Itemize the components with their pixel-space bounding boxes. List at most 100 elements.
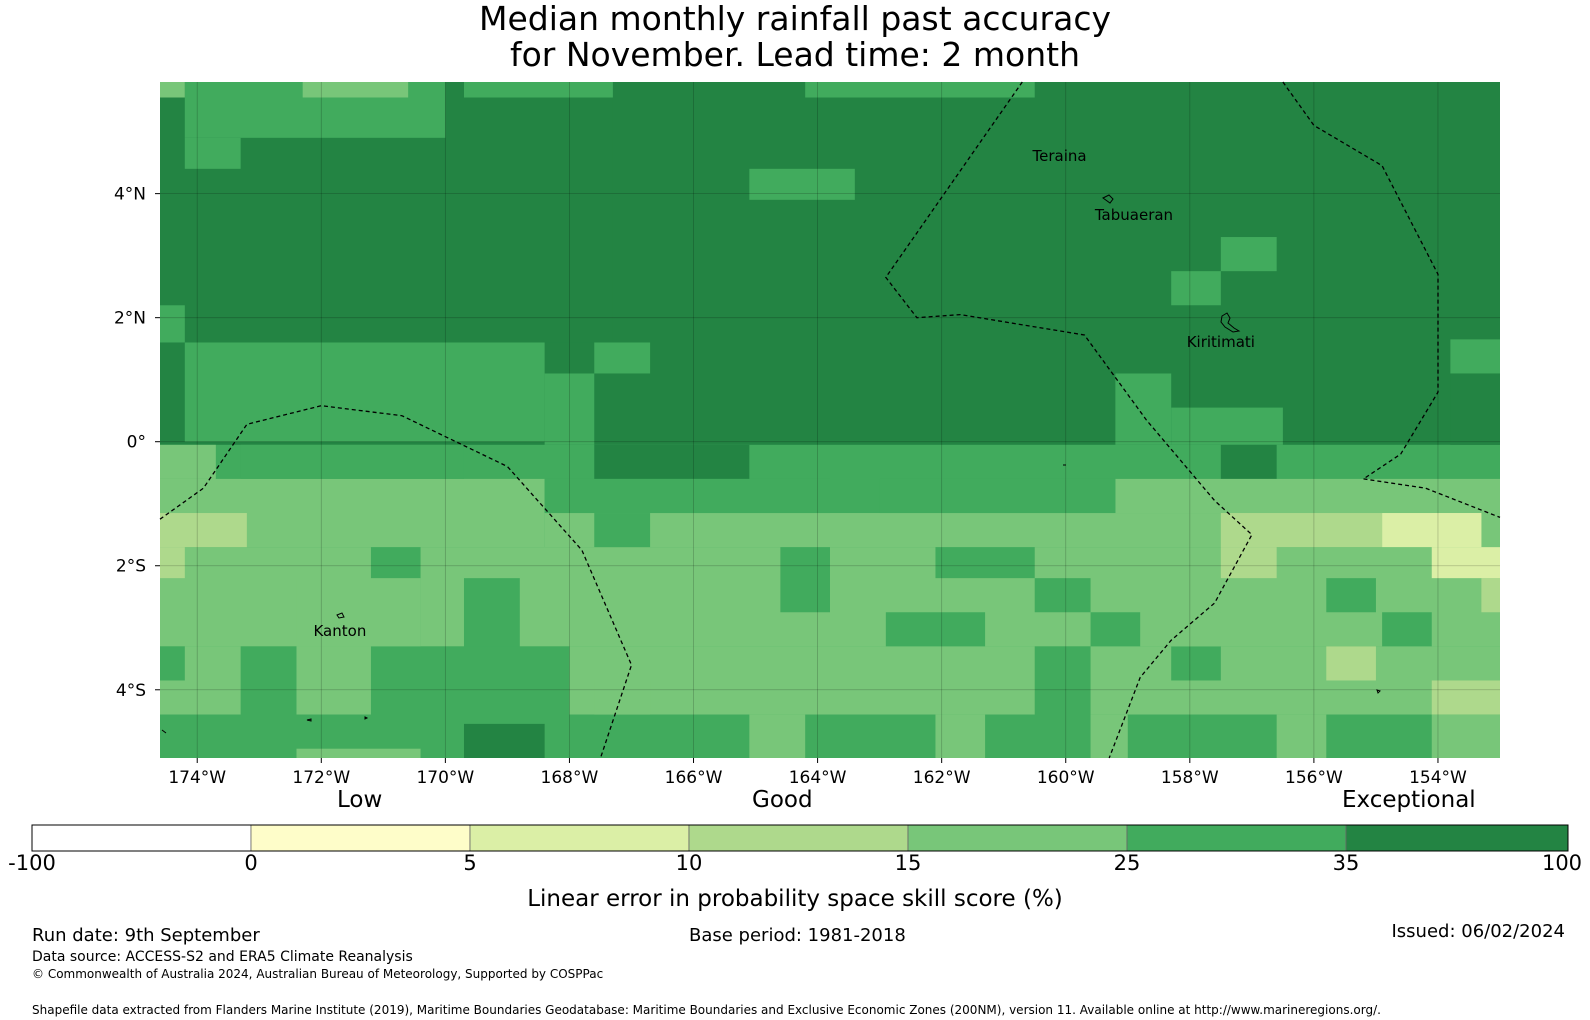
skill-cell — [1034, 646, 1091, 715]
skill-cell — [594, 680, 651, 715]
map-title-line-1: Median monthly rainfall past accuracy — [478, 0, 1112, 38]
eez-boundary-line — [159, 405, 633, 759]
shapefile-credit: Shapefile data extracted from Flanders M… — [32, 1003, 1381, 1017]
skill-cell — [1431, 680, 1500, 715]
skill-cell — [370, 646, 570, 715]
data-source: Data source: ACCESS-S2 and ERA5 Climate … — [32, 949, 413, 965]
graticule — [160, 82, 1500, 758]
map-title-line-2: for November. Lead time: 2 month — [509, 35, 1080, 74]
colorbar-tick-label: 10 — [675, 851, 703, 875]
skill-cell — [1115, 373, 1172, 445]
tabuaeran-island-shape — [1102, 194, 1114, 204]
lon-tick-label: 174°W — [168, 768, 226, 788]
place-label-teraina: Teraina — [1032, 147, 1087, 166]
kanton-island-shape — [336, 612, 345, 619]
lon-tick-label: 162°W — [913, 768, 971, 788]
skill-cell — [749, 168, 855, 200]
lon-tick-label: 166°W — [665, 768, 723, 788]
copyright: © Commonwealth of Australia 2024, Austra… — [32, 967, 604, 981]
lat-tick-label: 4°N — [114, 185, 146, 205]
axis-ticks: 174°W 172°W 170°W 168°W 166°W 164°W 162°W 160°W… — [114, 185, 1467, 788]
issued-date: Issued: 06/02/2024 — [1391, 921, 1565, 942]
skill-cell — [1450, 339, 1500, 374]
colorbar-segment — [1126, 824, 1347, 852]
skill-cell — [160, 82, 185, 98]
skill-cell — [160, 646, 185, 681]
skill-cell — [1034, 578, 1091, 613]
skill-cell — [1090, 714, 1128, 758]
colorbar-frame — [31, 824, 1569, 852]
skill-cell — [1326, 646, 1376, 681]
eez-boundary-line — [1282, 81, 1439, 480]
skill-cell — [594, 513, 651, 548]
lon-tick-label: 168°W — [541, 768, 599, 788]
skill-cell — [184, 342, 545, 442]
lon-tick-label: 172°W — [292, 768, 350, 788]
skill-cell — [296, 578, 421, 647]
place-label-tabuaeran: Tabuaeran — [1094, 206, 1174, 225]
skill-cell — [594, 444, 750, 479]
skill-cell — [749, 714, 806, 758]
colorbar-word-exceptional: Exceptional — [1342, 787, 1476, 813]
colorbar-label: Linear error in probability space skill … — [527, 886, 1063, 912]
colorbar-tick-label: 35 — [1332, 851, 1360, 875]
colorbar-segment — [1345, 824, 1569, 852]
skill-cell — [594, 342, 651, 374]
lat-tick-label: 0° — [127, 433, 146, 453]
colorbar-segment — [469, 824, 690, 852]
colorbar-word-good: Good — [752, 787, 813, 813]
skill-cell — [885, 612, 986, 647]
skill-cell — [935, 714, 986, 758]
lon-tick-label: 160°W — [1037, 768, 1095, 788]
skill-cell — [1090, 612, 1141, 647]
skill-cell — [1115, 478, 1500, 514]
skill-cell — [1220, 444, 1277, 479]
lon-tick-label: 156°W — [1285, 768, 1343, 788]
skill-cell — [1450, 373, 1500, 445]
place-label-kanton: Kanton — [313, 621, 367, 640]
skill-cell — [160, 305, 185, 343]
islet-shape — [306, 718, 312, 722]
skill-cell — [240, 444, 464, 479]
skill-cell — [1326, 578, 1376, 613]
skill-cell — [1481, 578, 1500, 613]
lon-tick-label: 170°W — [416, 768, 474, 788]
skill-cell — [160, 513, 247, 548]
skill-cell — [160, 444, 216, 479]
skill-cell — [544, 478, 830, 514]
colorbar-segment — [31, 824, 252, 852]
colorbar-tick-label: 0 — [244, 851, 258, 875]
skill-cell — [780, 547, 830, 613]
skill-cell — [463, 82, 613, 98]
skill-cell — [935, 547, 1035, 579]
skill-cell — [1171, 612, 1221, 647]
skill-cell — [160, 646, 1500, 715]
lat-tick-label: 4°S — [116, 681, 146, 701]
skill-cell — [1220, 513, 1383, 548]
colorbar-tick-label: 100 — [1541, 851, 1583, 875]
islet-shape — [161, 729, 167, 734]
skill-cell — [1171, 646, 1221, 681]
lat-tick-label: 2°S — [116, 557, 146, 577]
islet-shape — [364, 716, 369, 720]
colorbar-tick-label: 5 — [463, 851, 477, 875]
colorbar-segment — [250, 824, 471, 852]
colorbar-segment — [907, 824, 1128, 852]
skill-cell — [1276, 714, 1327, 758]
skill-cell — [296, 748, 421, 758]
colorbar-tick-label: 25 — [1113, 851, 1141, 875]
skill-cell — [1431, 547, 1500, 579]
skill-cell — [879, 478, 1116, 514]
lon-tick-label: 158°W — [1161, 768, 1219, 788]
colorbar-tick-label: -100 — [8, 851, 56, 875]
base-period: Base period: 1981-2018 — [689, 925, 906, 946]
skill-cell — [1382, 612, 1432, 647]
island-outlines — [161, 194, 1381, 734]
colorbar-word-low: Low — [337, 787, 383, 813]
skill-cell — [302, 82, 409, 98]
place-label-kiritimati: Kiritimati — [1186, 333, 1255, 352]
eez-boundary-line — [884, 81, 1253, 759]
skill-cell — [1171, 271, 1221, 306]
skill-cell — [805, 82, 1035, 98]
